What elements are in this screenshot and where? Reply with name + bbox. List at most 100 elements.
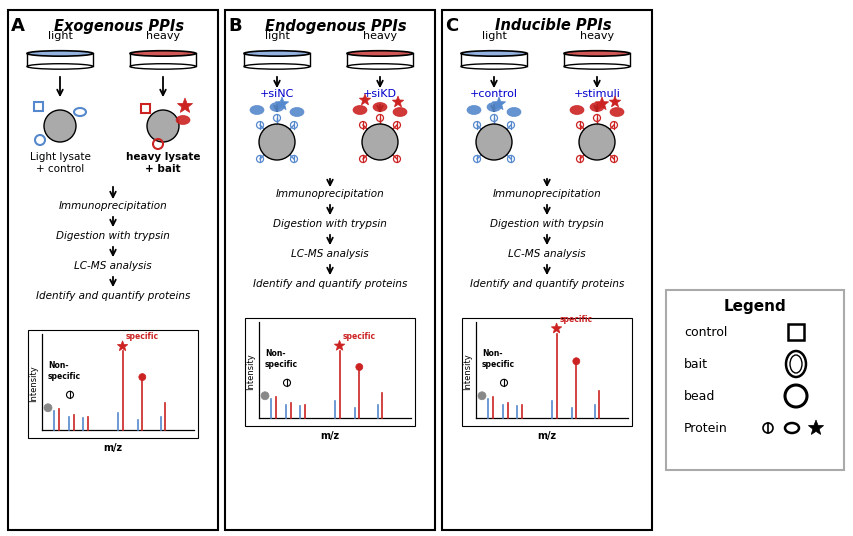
Text: heavy lysate
+ bait: heavy lysate + bait — [125, 152, 200, 174]
Polygon shape — [117, 341, 128, 351]
Ellipse shape — [461, 64, 526, 69]
Text: light: light — [48, 31, 73, 41]
Text: +control: +control — [469, 89, 518, 99]
Bar — [28, 330, 198, 438]
Polygon shape — [334, 340, 345, 350]
Ellipse shape — [352, 106, 367, 115]
Text: LC-MS analysis: LC-MS analysis — [291, 249, 368, 259]
Circle shape — [261, 392, 269, 400]
Polygon shape — [359, 94, 370, 105]
Circle shape — [572, 358, 579, 364]
Ellipse shape — [563, 64, 630, 69]
Ellipse shape — [609, 108, 624, 116]
Text: A: A — [11, 17, 25, 35]
Text: +siKD: +siKD — [363, 89, 397, 99]
Ellipse shape — [565, 51, 628, 56]
Circle shape — [44, 110, 76, 142]
Polygon shape — [608, 96, 620, 107]
Polygon shape — [551, 323, 561, 333]
Ellipse shape — [27, 64, 93, 69]
Polygon shape — [177, 98, 193, 113]
Text: specific: specific — [559, 315, 592, 324]
Ellipse shape — [246, 51, 308, 56]
Text: Exogenous PPIs: Exogenous PPIs — [54, 19, 184, 33]
Text: Intensity: Intensity — [247, 354, 255, 390]
Text: C: C — [445, 17, 458, 35]
Text: Digestion with trypsin: Digestion with trypsin — [490, 219, 603, 229]
Ellipse shape — [131, 51, 194, 56]
Text: m/z: m/z — [320, 431, 339, 441]
Ellipse shape — [130, 64, 196, 69]
Circle shape — [258, 124, 294, 160]
Circle shape — [578, 124, 614, 160]
Bar — [461, 318, 631, 426]
Polygon shape — [808, 420, 822, 435]
Polygon shape — [492, 97, 505, 110]
Text: specific: specific — [342, 332, 375, 341]
Ellipse shape — [244, 64, 310, 69]
Ellipse shape — [250, 106, 264, 115]
Circle shape — [362, 124, 397, 160]
Text: m/z: m/z — [103, 443, 123, 453]
Ellipse shape — [486, 102, 501, 111]
Text: light: light — [264, 31, 289, 41]
Circle shape — [478, 392, 485, 400]
Polygon shape — [275, 97, 288, 110]
Circle shape — [356, 363, 363, 370]
Text: Inducible PPIs: Inducible PPIs — [494, 19, 611, 33]
Text: Identify and quantify proteins: Identify and quantify proteins — [36, 291, 190, 301]
Polygon shape — [595, 97, 608, 110]
Text: bead: bead — [683, 390, 715, 403]
Text: LC-MS analysis: LC-MS analysis — [508, 249, 585, 259]
Ellipse shape — [373, 102, 386, 111]
Text: Immunoprecipitation: Immunoprecipitation — [59, 201, 167, 211]
Bar — [141, 104, 150, 113]
Text: heavy: heavy — [363, 31, 397, 41]
Text: +stimuli: +stimuli — [573, 89, 620, 99]
Bar — [34, 102, 43, 111]
Ellipse shape — [589, 102, 603, 111]
Text: Non-
specific: Non- specific — [481, 349, 514, 369]
Text: heavy: heavy — [579, 31, 613, 41]
Text: m/z: m/z — [537, 431, 556, 441]
Text: heavy: heavy — [146, 31, 180, 41]
Text: Protein: Protein — [683, 421, 727, 435]
Text: Digestion with trypsin: Digestion with trypsin — [56, 231, 170, 241]
Ellipse shape — [467, 106, 480, 115]
Text: light: light — [481, 31, 506, 41]
Ellipse shape — [569, 106, 583, 115]
Text: +siNC: +siNC — [259, 89, 293, 99]
Text: LC-MS analysis: LC-MS analysis — [74, 261, 152, 271]
Text: Legend: Legend — [722, 299, 786, 314]
Text: Immunoprecipitation: Immunoprecipitation — [492, 189, 601, 199]
Bar — [8, 10, 218, 530]
Text: control: control — [683, 325, 727, 339]
Text: Immunoprecipitation: Immunoprecipitation — [276, 189, 384, 199]
Bar — [224, 10, 434, 530]
Text: B: B — [228, 17, 241, 35]
Text: Endogenous PPIs: Endogenous PPIs — [265, 19, 406, 33]
Text: Light lysate
+ control: Light lysate + control — [30, 152, 90, 174]
Circle shape — [475, 124, 512, 160]
Circle shape — [139, 374, 146, 381]
Ellipse shape — [270, 102, 284, 111]
Circle shape — [147, 110, 179, 142]
Text: Identify and quantify proteins: Identify and quantify proteins — [469, 279, 624, 289]
Text: bait: bait — [683, 358, 707, 370]
Ellipse shape — [462, 51, 525, 56]
Bar — [665, 290, 843, 470]
Bar — [245, 318, 415, 426]
Text: Non-
specific: Non- specific — [48, 361, 81, 381]
Text: Intensity: Intensity — [30, 366, 38, 403]
Text: Digestion with trypsin: Digestion with trypsin — [273, 219, 386, 229]
Ellipse shape — [346, 64, 413, 69]
Text: Non-
specific: Non- specific — [264, 349, 298, 369]
Ellipse shape — [176, 115, 189, 124]
Ellipse shape — [348, 51, 411, 56]
Text: Intensity: Intensity — [463, 354, 472, 390]
Ellipse shape — [507, 108, 520, 116]
Text: Identify and quantify proteins: Identify and quantify proteins — [252, 279, 407, 289]
Text: specific: specific — [125, 332, 159, 341]
Ellipse shape — [290, 108, 304, 116]
Circle shape — [44, 404, 52, 412]
